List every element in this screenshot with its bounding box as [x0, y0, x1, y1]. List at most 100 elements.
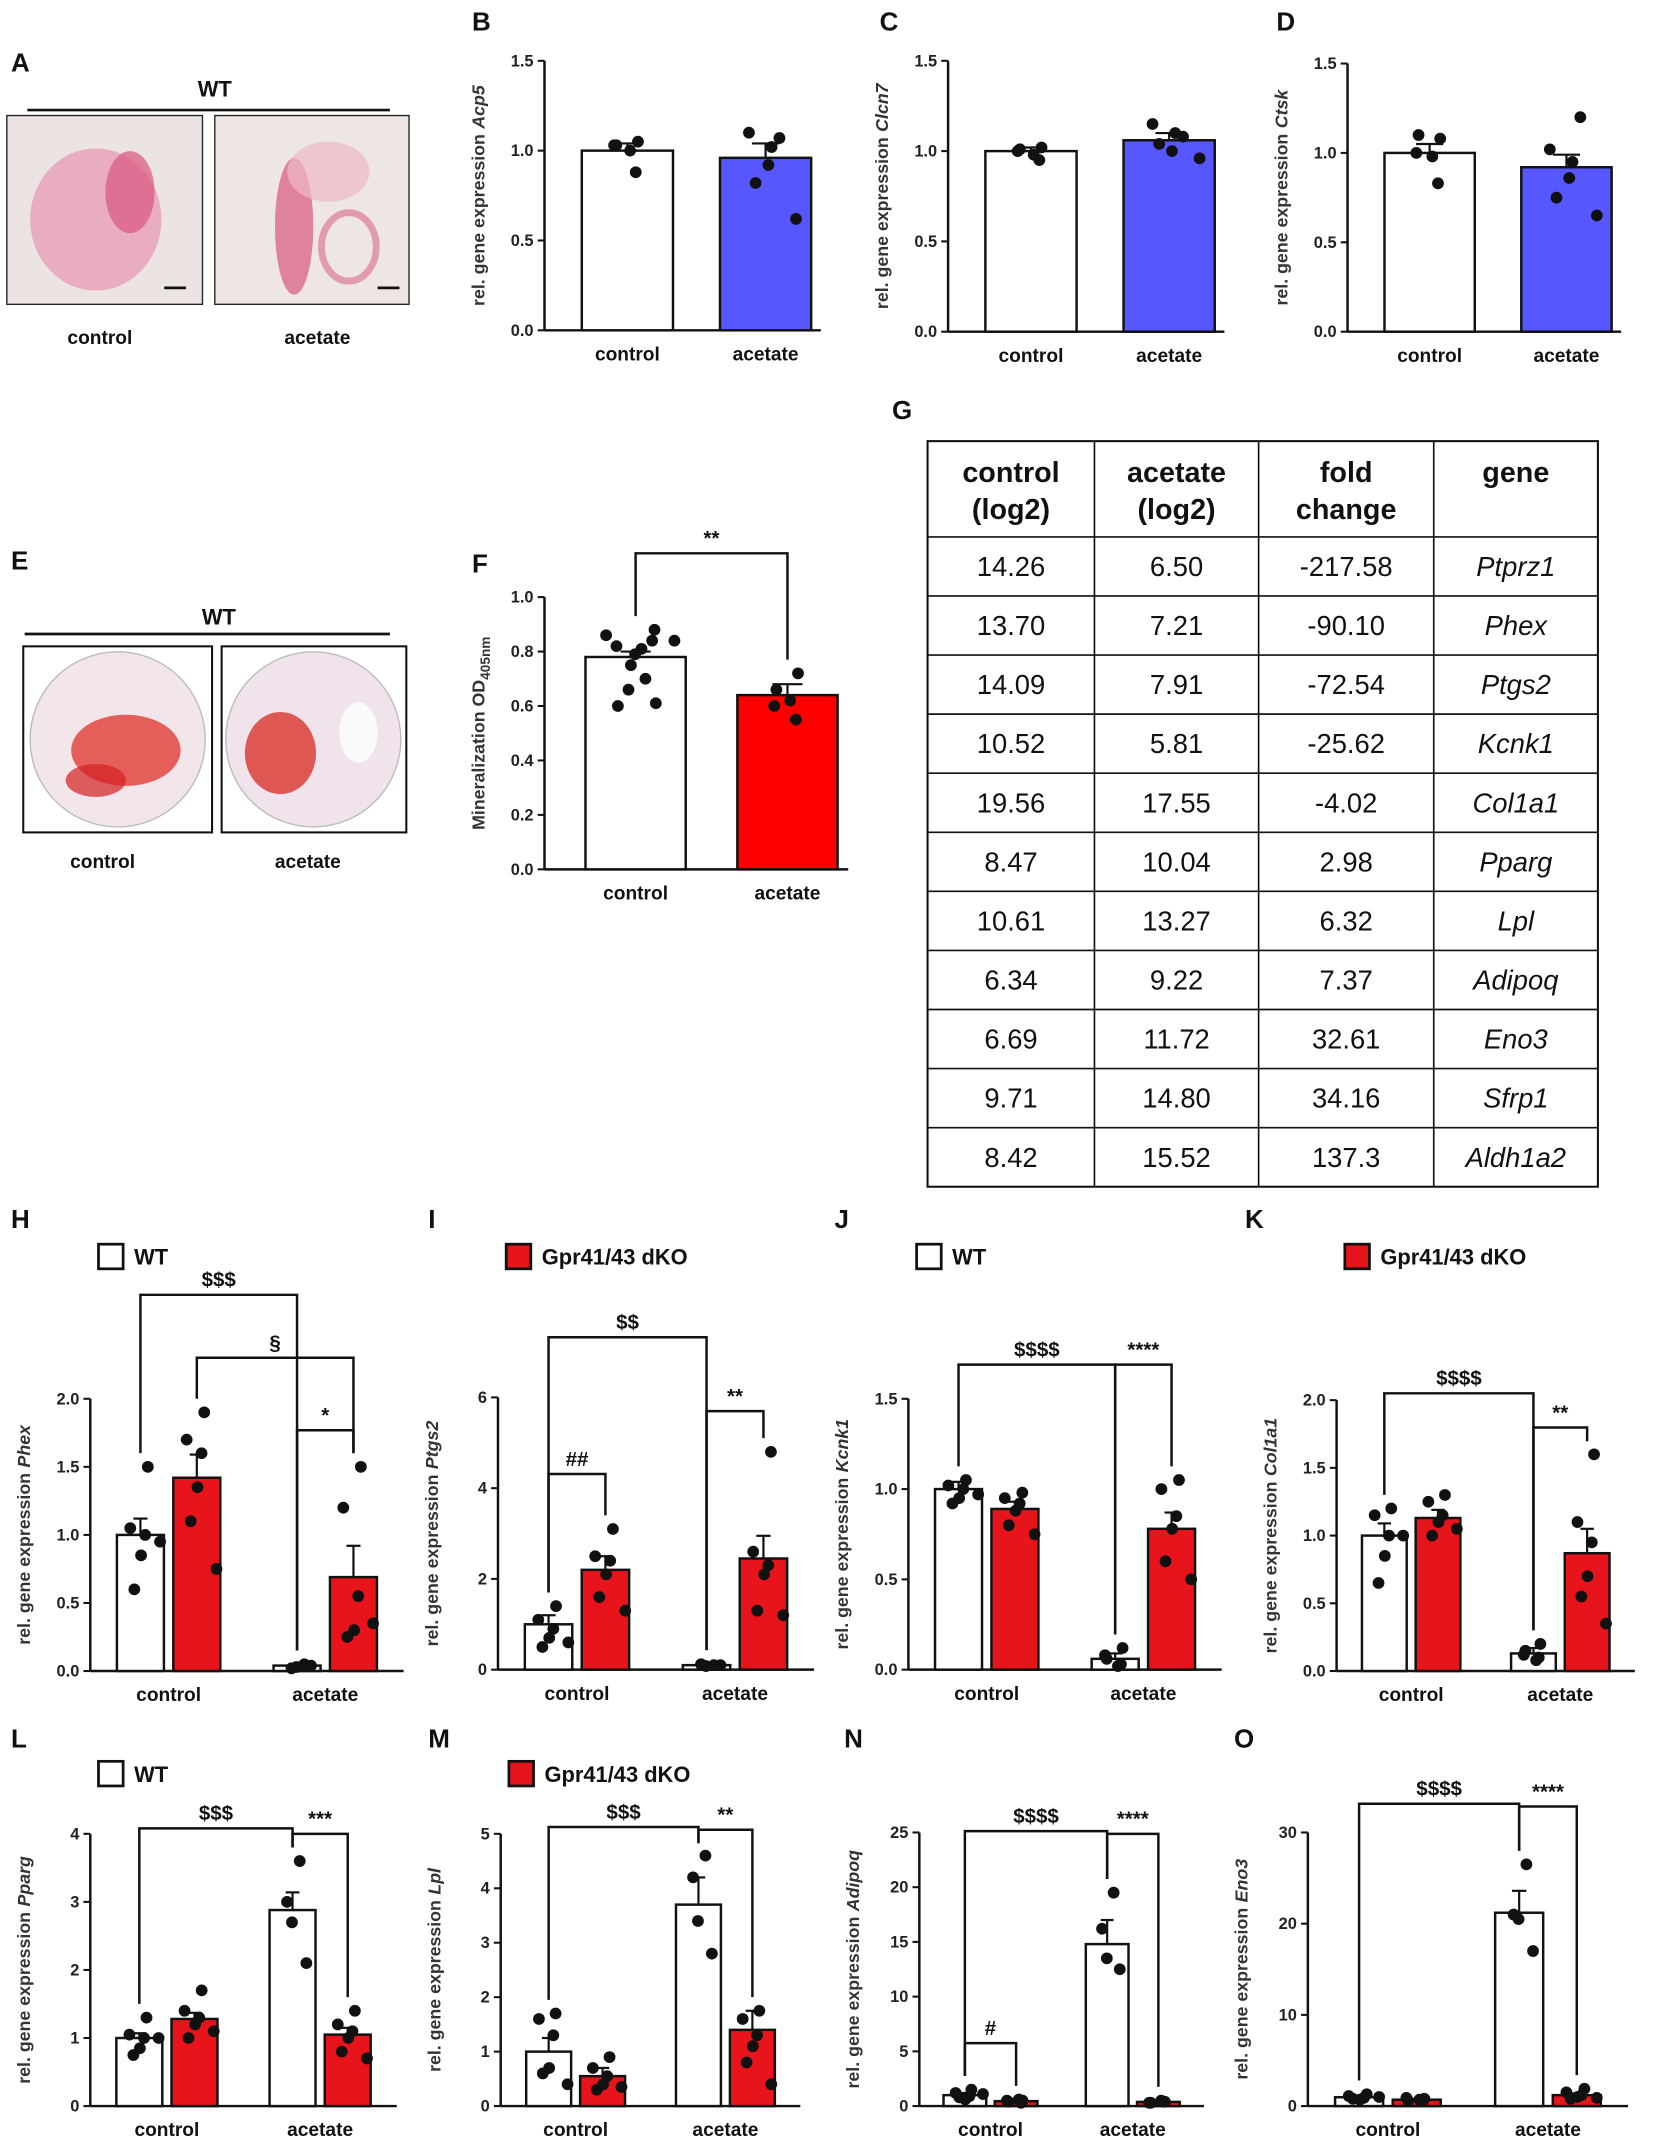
y-tick-label: 0.2	[511, 806, 534, 824]
stain	[318, 209, 380, 285]
bar	[580, 149, 675, 332]
data-point	[1426, 150, 1439, 163]
table-cell: Lpl	[1498, 905, 1535, 936]
data-point	[178, 2004, 191, 2017]
y-axis-label-gene: Pparg	[14, 1856, 34, 1906]
panel-letter: J	[835, 1204, 849, 1234]
data-point	[700, 1660, 712, 1672]
data-point	[593, 1591, 606, 1603]
chart: F 0.0 0.2 0.4 0.6 0.8 1.0 Mineralization OD405n…	[468, 527, 849, 904]
significance-bracket	[1113, 1363, 1173, 1635]
significance-bracket	[697, 1828, 754, 1998]
data-point	[154, 1535, 166, 1548]
significance-label: $$$$	[1014, 1338, 1060, 1361]
data-point	[619, 1604, 632, 1617]
significance-bracket	[634, 552, 789, 660]
data-point	[998, 1492, 1011, 1504]
data-point	[743, 126, 755, 139]
chart: K 0.0 0.5 1.0 1.5 2.0 rel. gene expression Col1…	[1245, 1204, 1635, 1706]
bar	[584, 655, 687, 871]
data-point	[1096, 1922, 1108, 1935]
y-tick-label: 0.0	[57, 1663, 80, 1681]
data-point	[124, 1522, 137, 1534]
data-point	[1015, 2096, 1027, 2109]
chart: L 0 1 2 3 4 rel. gene expression Pparg control ac…	[11, 1724, 397, 2141]
data-point	[765, 2078, 778, 2091]
y-axis-label-text: rel. gene expression	[14, 1912, 34, 2084]
data-point	[1166, 1522, 1179, 1535]
x-tick-label: acetate	[1527, 1685, 1593, 1706]
data-point	[1422, 1495, 1435, 1508]
data-point	[1035, 141, 1048, 154]
y-tick-label: 0.0	[1303, 1663, 1326, 1681]
significance-bracket	[295, 1429, 355, 1651]
data-point	[1600, 1617, 1612, 1630]
bar	[1520, 165, 1613, 333]
data-point	[1170, 1510, 1183, 1523]
y-tick-label: 0	[1288, 2098, 1297, 2116]
image-title: WT	[202, 604, 237, 629]
table-cell: 6.34	[984, 965, 1037, 996]
y-axis-label-text: Mineralization OD	[468, 680, 488, 830]
table-header: control	[962, 457, 1059, 489]
significance-label: **	[704, 527, 720, 550]
table-header: change	[1296, 494, 1397, 526]
y-tick-label: 1.5	[914, 52, 937, 70]
data-point	[632, 135, 644, 148]
table-cell: 7.91	[1150, 669, 1203, 700]
y-axis-label-text: rel. gene expression	[1232, 1908, 1252, 2080]
data-point	[1378, 1550, 1391, 1562]
data-point	[1397, 1529, 1410, 1542]
data-point	[135, 1549, 147, 1562]
y-tick-label: 0	[70, 2098, 79, 2116]
micrograph-panel: A WT control acetate	[6, 48, 410, 349]
data-point	[1368, 1509, 1381, 1522]
data-point	[207, 2025, 220, 2038]
data-point	[706, 1947, 718, 1960]
table-cell: 8.47	[984, 846, 1037, 877]
data-point	[123, 2028, 136, 2041]
bar	[268, 1908, 317, 2108]
x-tick-label: acetate	[287, 2120, 353, 2141]
data-point	[1000, 2094, 1013, 2107]
stain	[105, 151, 155, 234]
table-cell: Aldh1a2	[1464, 1142, 1566, 1173]
y-tick-label: 30	[1279, 1824, 1297, 1842]
bar	[580, 1568, 631, 1671]
data-point	[191, 1481, 204, 1494]
data-point	[953, 2091, 966, 2104]
y-axis-label-gene: Lpl	[425, 1867, 445, 1895]
data-point	[699, 1849, 712, 1862]
y-axis-label: rel. gene expression Eno3	[1232, 1859, 1252, 2080]
table-cell: -90.10	[1307, 610, 1385, 641]
y-axis-label: rel. gene expression Lpl	[425, 1867, 445, 2072]
data-point	[1157, 2095, 1170, 2108]
image-label: acetate	[275, 852, 341, 873]
data-point	[714, 1659, 727, 1672]
significance-label: ****	[1532, 1780, 1564, 1803]
data-point	[198, 1406, 211, 1419]
bar	[718, 156, 813, 332]
significance-label: $$$	[199, 1802, 234, 1825]
y-tick-label: 1.5	[1303, 1459, 1326, 1477]
significance-bracket	[1105, 1832, 1160, 2087]
table-cell: Eno3	[1484, 1024, 1548, 1055]
table-header: fold	[1320, 457, 1373, 489]
y-axis-label-text: rel. gene expression	[425, 1900, 445, 2072]
significance-label: $$$$	[1436, 1367, 1482, 1390]
panel-letter: I	[428, 1204, 435, 1234]
significance-label: *	[321, 1404, 329, 1427]
y-tick-label: 0.5	[1303, 1595, 1326, 1613]
panel-letter: G	[892, 395, 912, 425]
y-tick-label: 4	[70, 1825, 80, 1843]
data-point	[687, 1871, 699, 1884]
y-axis-label-gene: Ctsk	[1271, 89, 1291, 129]
data-point	[1107, 1886, 1120, 1899]
data-point	[765, 141, 778, 153]
x-tick-label: control	[134, 2120, 199, 2141]
data-point	[1116, 1642, 1129, 1654]
y-tick-label: 0.4	[511, 752, 535, 770]
x-tick-label: control	[543, 2120, 608, 2141]
table-cell: 6.69	[984, 1024, 1037, 1055]
table-cell: 13.27	[1142, 905, 1210, 936]
